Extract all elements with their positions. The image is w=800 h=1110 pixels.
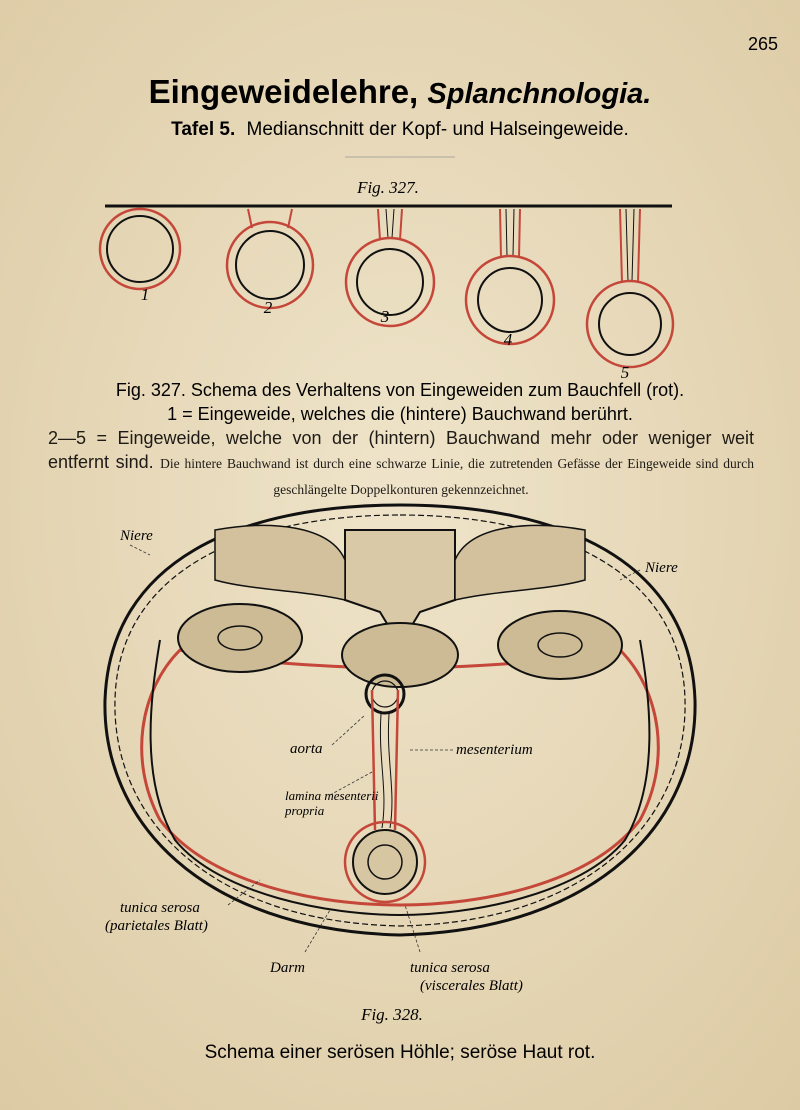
organ-number: 2 bbox=[264, 298, 273, 317]
fig-327-label: Fig. 327. bbox=[356, 178, 419, 197]
page-number: 265 bbox=[748, 34, 778, 54]
caption-line: 2—5 = Eingeweide, welche von der (hinter… bbox=[48, 428, 754, 472]
caption-paragraph: 2—5 = Eingeweide, welche von der (hinter… bbox=[48, 426, 754, 502]
label-lamina: propria bbox=[284, 803, 325, 818]
label-gut: Darm bbox=[269, 960, 305, 976]
label-aorta: aorta bbox=[290, 741, 323, 757]
organ-number: 1 bbox=[141, 285, 150, 304]
caption-lead: Fig. 327. Schema des Verhaltens von Eing… bbox=[116, 380, 684, 400]
label-kidney: Niere bbox=[644, 560, 678, 576]
fig-328-caption: Schema einer serösen Höhle; seröse Haut … bbox=[205, 1042, 596, 1063]
label-serosa-visceral: tunica serosa bbox=[410, 960, 490, 976]
subtitle-text: Medianschnitt der Kopf- und Halseingewei… bbox=[247, 119, 629, 140]
caption-line: 1 = Eingeweide, welches die (hintere) Ba… bbox=[167, 404, 633, 424]
organ-number: 3 bbox=[380, 307, 390, 326]
label-serosa-parietal: (parietales Blatt) bbox=[105, 918, 208, 934]
subtitle: Tafel 5. Medianschnitt der Kopf- und Hal… bbox=[171, 119, 629, 140]
organ-number: 4 bbox=[504, 330, 513, 349]
label-mesentery: mesenterium bbox=[456, 742, 533, 758]
title-main: Eingeweidelehre, bbox=[149, 73, 419, 110]
fig-328-label: Fig. 328. bbox=[360, 1005, 423, 1024]
label-lamina: lamina mesenterii bbox=[285, 788, 379, 803]
label-serosa-parietal: tunica serosa bbox=[120, 900, 200, 916]
title-latin: Splanchnologia. bbox=[427, 78, 651, 110]
plate: Tafel 5. bbox=[171, 119, 235, 140]
label-kidney: Niere bbox=[119, 528, 153, 544]
fig-327-drawing bbox=[98, 204, 675, 369]
caption-note: Die hintere Bauchwand ist durch eine sch… bbox=[160, 456, 755, 497]
fig-328-drawing bbox=[103, 503, 697, 953]
label-serosa-visceral: (viscerales Blatt) bbox=[420, 978, 523, 994]
organ-number: 5 bbox=[621, 363, 630, 382]
title: Eingeweidelehre, Splanchnologia. bbox=[149, 73, 652, 110]
